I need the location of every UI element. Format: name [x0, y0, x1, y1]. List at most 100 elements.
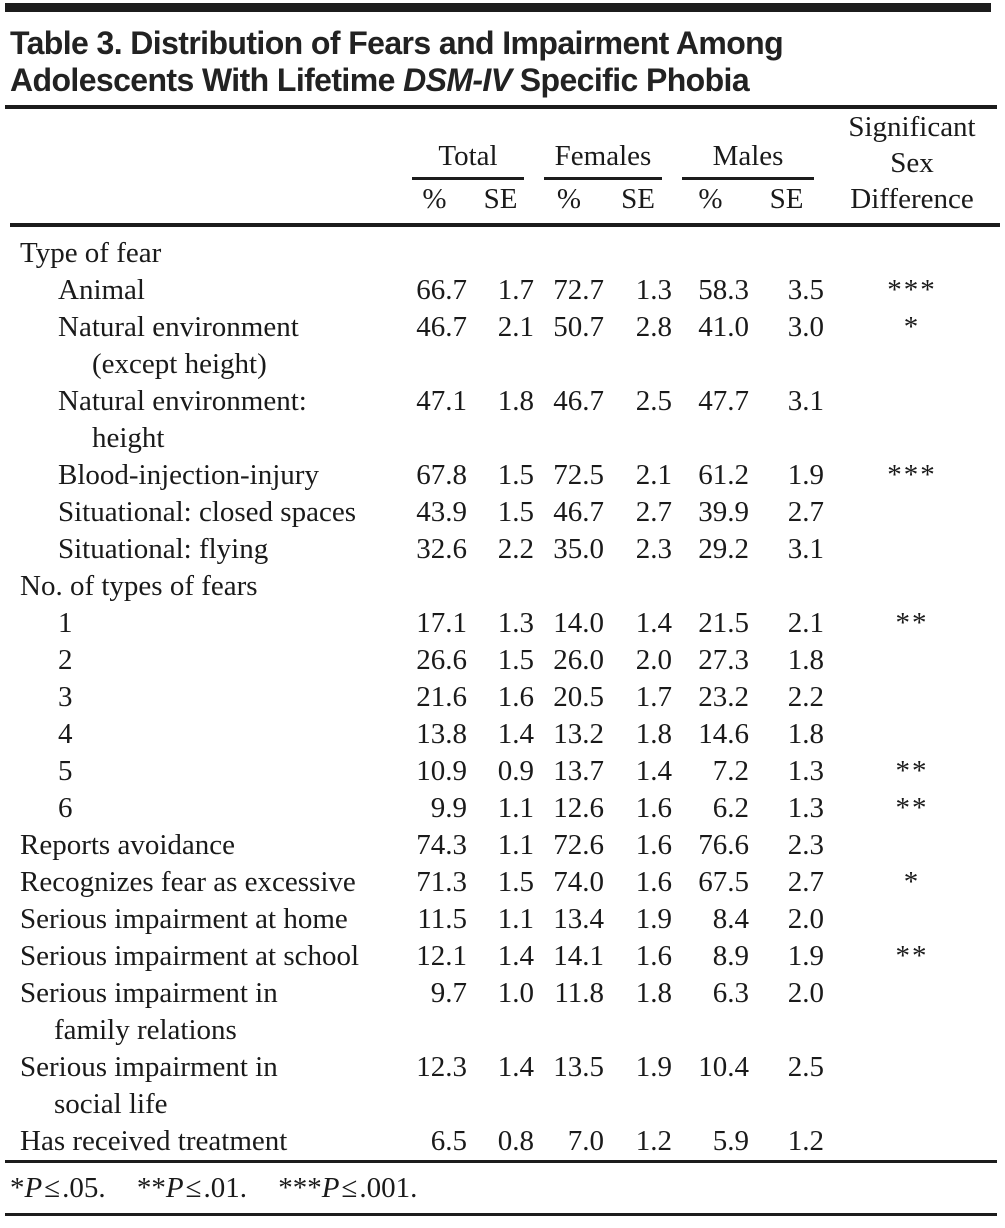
value-cell [604, 225, 672, 272]
value-cell: 12.3 [416, 1051, 467, 1083]
value-cell: 2.8 [635, 311, 672, 343]
table-row: 1 17.1 1.3 14.0 1.4 21.5 2.1 ** [10, 605, 1000, 642]
value-cell: 10.9 [416, 755, 467, 787]
value-cell: 47.7 [698, 385, 749, 417]
value-cell: 7.0 [567, 1125, 604, 1157]
value-cell: 1.9 [635, 903, 672, 935]
footnote-p001: ***P≤.001. [278, 1172, 417, 1204]
value-cell: 7.2 [712, 755, 749, 787]
footnote-p05: *P≤.05. [10, 1172, 106, 1204]
table-row: 5 10.9 0.9 13.7 1.4 7.2 1.3 ** [10, 753, 1000, 790]
table-row: No. of types of fears [10, 568, 1000, 605]
value-cell [467, 568, 534, 605]
title-bottom-rule [5, 105, 997, 109]
value-cell: 12.6 [553, 792, 604, 824]
sig-cell [824, 1049, 1000, 1123]
bottom-margin [0, 1216, 1005, 1218]
sig-cell [824, 827, 1000, 864]
subheader-total-se: SE [483, 183, 518, 215]
sig-cell [824, 568, 1000, 605]
row-label: Type of fear [20, 237, 162, 269]
row-label: 6 [58, 792, 73, 824]
row-label: No. of types of fears [20, 570, 258, 602]
value-cell: 1.6 [635, 866, 672, 898]
subheader-total-pct: % [422, 183, 447, 215]
table-row: Serious impairment in social life 12.3 1… [10, 1049, 1000, 1123]
column-group-males-label: Males [712, 139, 784, 172]
value-cell: 3.1 [787, 385, 824, 417]
sig-cell: ** [895, 755, 929, 787]
sig-cell [824, 716, 1000, 753]
value-cell: 3.5 [787, 274, 824, 306]
value-cell: 2.3 [635, 533, 672, 565]
value-cell: 43.9 [416, 496, 467, 528]
value-cell: 1.5 [497, 496, 534, 528]
subheader-females-se: SE [621, 183, 655, 215]
value-cell: 1.8 [787, 644, 824, 676]
value-cell: 14.0 [553, 607, 604, 639]
sig-header-line3: Difference [850, 183, 974, 215]
sig-cell: *** [887, 459, 937, 491]
value-cell: 2.7 [635, 496, 672, 528]
value-cell: 1.3 [787, 792, 824, 824]
column-group-females-rule [544, 176, 662, 180]
value-cell: 14.1 [553, 940, 604, 972]
value-cell: 71.3 [416, 866, 467, 898]
value-cell: 1.8 [635, 977, 672, 1009]
sig-cell [824, 531, 1000, 568]
footnote-p001-p: P [321, 1172, 340, 1204]
sig-cell [824, 975, 1000, 1049]
value-cell: 47.1 [416, 385, 467, 417]
footnote: *P≤.05. **P≤.01. ***P≤.001. [0, 1163, 1005, 1213]
table-bottom-rule [5, 1160, 997, 1163]
value-cell: 0.8 [497, 1125, 534, 1157]
value-cell: 67.8 [416, 459, 467, 491]
value-cell: 32.6 [416, 533, 467, 565]
value-cell [467, 225, 534, 272]
value-cell: 6.3 [712, 977, 749, 1009]
table-row: Blood-injection-injury 67.8 1.5 72.5 2.1… [10, 457, 1000, 494]
table-row: 6 9.9 1.1 12.6 1.6 6.2 1.3 ** [10, 790, 1000, 827]
value-cell: 11.8 [554, 977, 604, 1009]
value-cell: 2.2 [787, 681, 824, 713]
value-cell: 35.0 [553, 533, 604, 565]
sig-cell: * [903, 311, 921, 343]
table-row: Serious impairment at home 11.5 1.1 13.4… [10, 901, 1000, 938]
footnote-p05-p: P [24, 1172, 43, 1204]
value-cell: 1.6 [497, 681, 534, 713]
value-cell: 3.0 [787, 311, 824, 343]
value-cell [604, 568, 672, 605]
sig-cell [824, 383, 1000, 457]
value-cell: 1.5 [497, 866, 534, 898]
footnote-p05-value: .05. [62, 1172, 106, 1204]
table-title-line2-pre: Adolescents With Lifetime [10, 62, 404, 98]
sig-header-line1: Significant [848, 111, 976, 143]
table-row: Recognizes fear as excessive 71.3 1.5 74… [10, 864, 1000, 901]
value-cell: 66.7 [416, 274, 467, 306]
value-cell: 13.4 [553, 903, 604, 935]
value-cell: 1.5 [497, 644, 534, 676]
table-row: Serious impairment at school 12.1 1.4 14… [10, 938, 1000, 975]
row-label: 3 [58, 681, 73, 713]
value-cell: 41.0 [698, 311, 749, 343]
value-cell: 13.7 [553, 755, 604, 787]
value-cell: 1.6 [635, 829, 672, 861]
value-cell: 46.7 [553, 385, 604, 417]
footnote-p001-value: .001. [359, 1172, 418, 1204]
table-title-dsm-iv: DSM-IV [403, 62, 512, 98]
row-label: Has received treatment [20, 1125, 288, 1157]
column-group-total-rule [412, 176, 524, 180]
sig-cell [824, 679, 1000, 716]
subheader-females-pct: % [556, 183, 582, 215]
value-cell: 1.7 [635, 681, 672, 713]
table-body: Type of fear Animal 66.7 1.7 72.7 1.3 58… [10, 225, 1000, 1160]
value-cell: 72.6 [553, 829, 604, 861]
value-cell: 46.7 [416, 311, 467, 343]
value-cell [402, 225, 467, 272]
value-cell: 1.8 [787, 718, 824, 750]
value-cell: 2.5 [787, 1051, 824, 1083]
value-cell: 1.1 [497, 829, 534, 861]
column-group-total-label: Total [438, 139, 498, 172]
value-cell: 1.5 [497, 459, 534, 491]
table-header: Total Females Males Significant Sex Diff… [10, 109, 1000, 225]
